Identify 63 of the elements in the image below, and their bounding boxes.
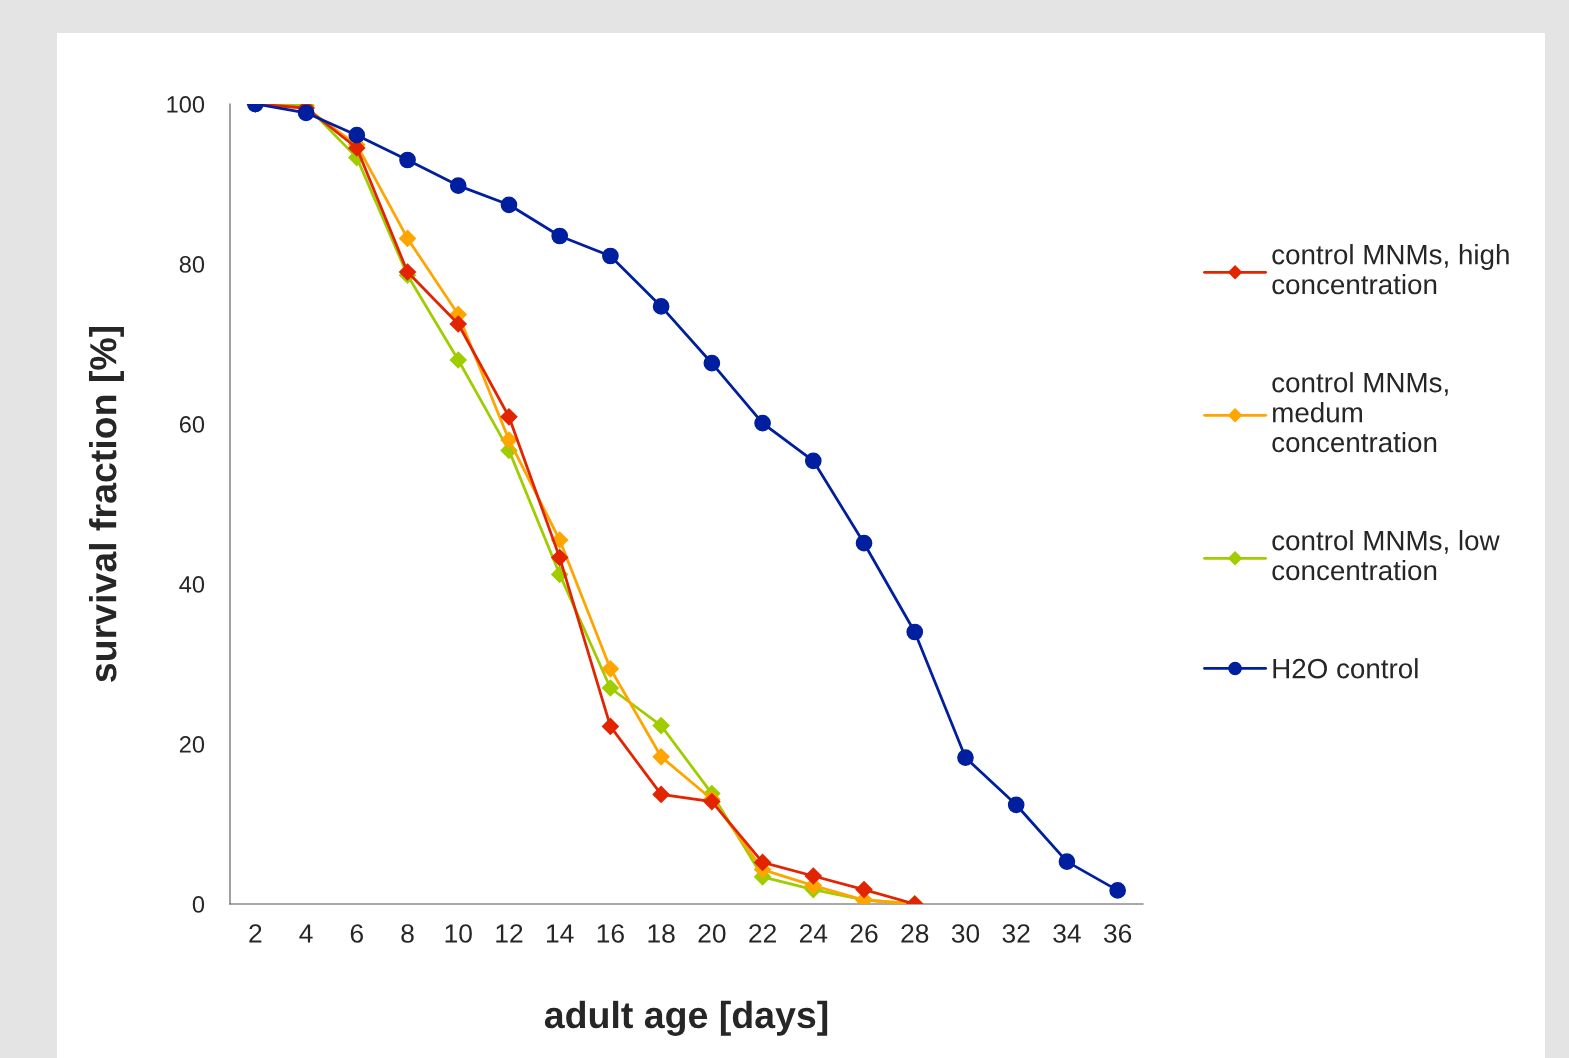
- x-tick-label: 30: [951, 924, 980, 943]
- point: [500, 431, 518, 449]
- x-tick-label: 34: [1053, 924, 1081, 943]
- point: [551, 227, 569, 245]
- point: [804, 867, 822, 885]
- point: [1109, 882, 1126, 899]
- x-tick-label: 26: [850, 924, 878, 943]
- x-tick-label: 32: [1002, 924, 1030, 943]
- x-tick-label: 22: [749, 924, 776, 943]
- y-tick-label: 0: [192, 896, 205, 913]
- legend-label: control MNMs, high concentration: [1272, 244, 1509, 295]
- y-tick-label: 100: [167, 96, 205, 113]
- x-tick-label: 28: [901, 924, 929, 943]
- x-tick-label: 16: [597, 924, 624, 943]
- point: [855, 881, 873, 899]
- point: [855, 534, 873, 552]
- x-tick-label: 10: [445, 924, 472, 943]
- point: [754, 853, 772, 871]
- point: [297, 104, 315, 122]
- point: [449, 315, 467, 333]
- point: [551, 549, 569, 567]
- x-tick-label: 36: [1103, 924, 1132, 943]
- x-tick-label: 20: [698, 924, 726, 943]
- point: [804, 452, 822, 470]
- x-tick-label: 6: [350, 924, 363, 943]
- point: [652, 748, 670, 766]
- x-tick-label: 24: [799, 924, 828, 943]
- point: [957, 749, 974, 766]
- point: [500, 196, 518, 214]
- point: [754, 414, 771, 432]
- point: [652, 298, 670, 315]
- x-axis-title: adult age [days]: [544, 1000, 828, 1036]
- y-tick-label: 60: [179, 416, 205, 433]
- y-tick-label: 20: [179, 736, 205, 753]
- point: [703, 354, 721, 372]
- point: [551, 531, 569, 549]
- point: [652, 717, 670, 735]
- point: [601, 717, 619, 735]
- legend-label: control MNMs, low concentration: [1272, 530, 1500, 581]
- point: [398, 229, 417, 247]
- x-tick-label: 8: [401, 924, 414, 943]
- x-tick-label: 12: [496, 924, 523, 943]
- x-tick-label: 4: [299, 924, 313, 943]
- legend-label: control MNMs, medum concentration: [1272, 372, 1448, 453]
- point: [449, 177, 467, 194]
- point: [602, 247, 619, 265]
- point: [449, 351, 467, 369]
- y-tick-label: 80: [179, 256, 205, 273]
- point: [348, 126, 366, 144]
- x-tick-label: 2: [249, 924, 262, 943]
- point: [906, 623, 924, 641]
- point: [1058, 853, 1076, 870]
- y-tick-label: 40: [179, 576, 205, 593]
- point: [601, 660, 619, 678]
- x-tick-label: 18: [648, 924, 675, 943]
- point: [601, 679, 619, 697]
- x-tick-label: 14: [547, 924, 574, 943]
- point: [652, 785, 670, 803]
- point: [399, 151, 416, 169]
- legend-label: H2O control: [1273, 658, 1418, 679]
- point: [500, 408, 518, 426]
- point: [1007, 796, 1025, 814]
- y-axis-title: survival fraction [%]: [88, 326, 124, 682]
